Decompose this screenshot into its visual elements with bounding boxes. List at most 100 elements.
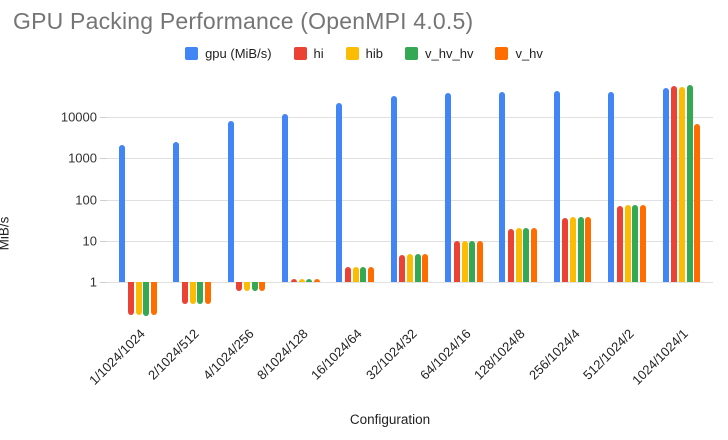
bar-hib-2-1024-512[interactable] xyxy=(189,282,196,304)
bar-v-hv-128-1024-8[interactable] xyxy=(530,228,537,282)
gridline-10000 xyxy=(104,117,713,118)
y-tick-mark xyxy=(100,117,107,118)
chart-title: GPU Packing Performance (OpenMPI 4.0.5) xyxy=(13,8,474,34)
bar-gpu-mib-s--256-1024-4[interactable] xyxy=(553,90,560,282)
bar-v-hv-hv-32-1024-32[interactable] xyxy=(414,254,421,282)
bar-v-hv-8-1024-128[interactable] xyxy=(313,278,320,282)
y-tick-mark xyxy=(100,241,107,242)
bar-hib-4-1024-256[interactable] xyxy=(244,282,251,292)
bar-hi-64-1024-16[interactable] xyxy=(453,240,460,282)
bar-gpu-mib-s--512-1024-2[interactable] xyxy=(608,92,615,282)
bar-v-hv-hv-64-1024-16[interactable] xyxy=(469,240,476,282)
bar-v-hv-hv-8-1024-128[interactable] xyxy=(306,278,313,282)
gridline-10 xyxy=(104,241,713,242)
bar-v-hv-2-1024-512[interactable] xyxy=(204,282,211,304)
legend-label: hi xyxy=(313,46,324,61)
bar-hib-64-1024-16[interactable] xyxy=(461,240,468,282)
x-tick-label-text: 1/1024/1024 xyxy=(85,326,148,388)
bar-hi-1-1024-1024[interactable] xyxy=(127,282,134,315)
bar-hi-2-1024-512[interactable] xyxy=(181,282,188,304)
x-axis-title: Configuration xyxy=(349,412,431,427)
legend-label: v_hv xyxy=(515,46,543,61)
bar-gpu-mib-s--16-1024-64[interactable] xyxy=(336,103,343,282)
x-tick-label-text: 8/1024/128 xyxy=(254,326,311,383)
bar-hi-256-1024-4[interactable] xyxy=(562,218,569,282)
legend-item-v-hv[interactable]: v_hv xyxy=(495,46,543,61)
legend-swatch-icon xyxy=(495,47,509,60)
gridline-100 xyxy=(104,200,713,201)
bar-hib-512-1024-2[interactable] xyxy=(624,204,631,282)
y-tick-label: 10000 xyxy=(60,109,97,125)
bar-v-hv-16-1024-64[interactable] xyxy=(367,267,374,282)
gridline-1 xyxy=(104,282,713,283)
bar-v-hv-hv-512-1024-2[interactable] xyxy=(632,205,639,282)
bar-hi-16-1024-64[interactable] xyxy=(344,267,351,282)
bar-hib-16-1024-64[interactable] xyxy=(352,267,359,282)
bar-v-hv-4-1024-256[interactable] xyxy=(259,282,266,292)
legend-swatch-icon xyxy=(293,47,307,60)
gridline-1000 xyxy=(104,158,713,159)
x-tick-label-text: 512/1024/2 xyxy=(580,326,637,383)
bar-gpu-mib-s--128-1024-8[interactable] xyxy=(499,91,506,282)
x-tick-label-text: 128/1024/8 xyxy=(471,326,529,383)
y-tick-mark xyxy=(100,200,107,201)
legend-item-gpu-mib-s-[interactable]: gpu (MiB/s) xyxy=(185,46,272,61)
bar-hib-1024-1024-1[interactable] xyxy=(679,87,685,282)
bar-gpu-mib-s--1024-1024-1[interactable] xyxy=(662,88,669,282)
legend-label: hib xyxy=(365,46,384,61)
bar-v-hv-32-1024-32[interactable] xyxy=(422,254,429,282)
bar-gpu-mib-s--8-1024-128[interactable] xyxy=(282,113,289,282)
legend-item-v-hv-hv[interactable]: v_hv_hv xyxy=(405,46,473,61)
bar-hi-32-1024-32[interactable] xyxy=(399,254,406,282)
x-tick-label-text: 256/1024/4 xyxy=(525,326,583,383)
bar-v-hv-hv-16-1024-64[interactable] xyxy=(360,267,367,282)
legend-item-hi[interactable]: hi xyxy=(293,46,324,61)
bar-v-hv-256-1024-4[interactable] xyxy=(585,216,592,282)
bar-hib-256-1024-4[interactable] xyxy=(570,217,577,282)
y-tick-mark xyxy=(100,158,107,159)
y-tick-label: 10 xyxy=(82,233,97,249)
bar-hib-1-1024-1024[interactable] xyxy=(135,282,142,315)
bar-hi-8-1024-128[interactable] xyxy=(290,278,297,282)
y-tick-mark xyxy=(100,282,107,283)
legend-item-hib[interactable]: hib xyxy=(345,46,384,61)
bar-gpu-mib-s--32-1024-32[interactable] xyxy=(390,96,397,282)
bar-hib-32-1024-32[interactable] xyxy=(407,254,414,282)
chart-legend: gpu (MiB/s) hi hib v_hv_hv v_hv xyxy=(0,46,728,61)
legend-label: gpu (MiB/s) xyxy=(205,46,272,61)
x-tick-label-text: 64/1024/16 xyxy=(417,326,474,383)
legend-swatch-icon xyxy=(405,47,419,60)
y-tick-label: 1 xyxy=(89,274,97,290)
bar-v-hv-hv-128-1024-8[interactable] xyxy=(523,228,530,282)
bar-v-hv-hv-1024-1024-1[interactable] xyxy=(686,84,693,282)
bar-v-hv-64-1024-16[interactable] xyxy=(476,240,483,282)
x-tick-label-text: 2/1024/512 xyxy=(145,326,202,383)
legend-swatch-icon xyxy=(345,47,359,60)
bar-gpu-mib-s--64-1024-16[interactable] xyxy=(445,92,452,282)
bar-gpu-mib-s--4-1024-256[interactable] xyxy=(227,121,234,282)
legend-swatch-icon xyxy=(185,47,199,60)
bar-hi-1024-1024-1[interactable] xyxy=(671,85,677,282)
plot-area xyxy=(104,84,713,320)
bar-v-hv-1-1024-1024[interactable] xyxy=(150,282,157,315)
x-tick-label-text: 32/1024/32 xyxy=(362,326,420,383)
y-axis-title: MiB/s xyxy=(0,216,12,251)
bar-v-hv-hv-4-1024-256[interactable] xyxy=(251,282,258,292)
bar-v-hv-hv-256-1024-4[interactable] xyxy=(577,217,584,282)
bar-hib-8-1024-128[interactable] xyxy=(298,278,305,282)
y-tick-label: 1000 xyxy=(68,150,97,166)
bar-hi-4-1024-256[interactable] xyxy=(236,282,243,292)
bar-v-hv-hv-1-1024-1024[interactable] xyxy=(143,282,149,316)
bar-gpu-mib-s--1-1024-1024[interactable] xyxy=(119,145,125,282)
y-tick-label: 100 xyxy=(75,192,97,208)
bar-v-hv-512-1024-2[interactable] xyxy=(639,204,646,282)
bar-hi-512-1024-2[interactable] xyxy=(616,206,623,282)
bar-v-hv-hv-2-1024-512[interactable] xyxy=(197,282,204,304)
legend-label: v_hv_hv xyxy=(425,46,474,61)
x-tick-label-text: 4/1024/256 xyxy=(199,326,257,383)
bar-gpu-mib-s--2-1024-512[interactable] xyxy=(173,142,180,282)
bar-hi-128-1024-8[interactable] xyxy=(507,229,514,282)
bar-hib-128-1024-8[interactable] xyxy=(515,228,522,282)
bar-v-hv-1024-1024-1[interactable] xyxy=(694,124,700,282)
